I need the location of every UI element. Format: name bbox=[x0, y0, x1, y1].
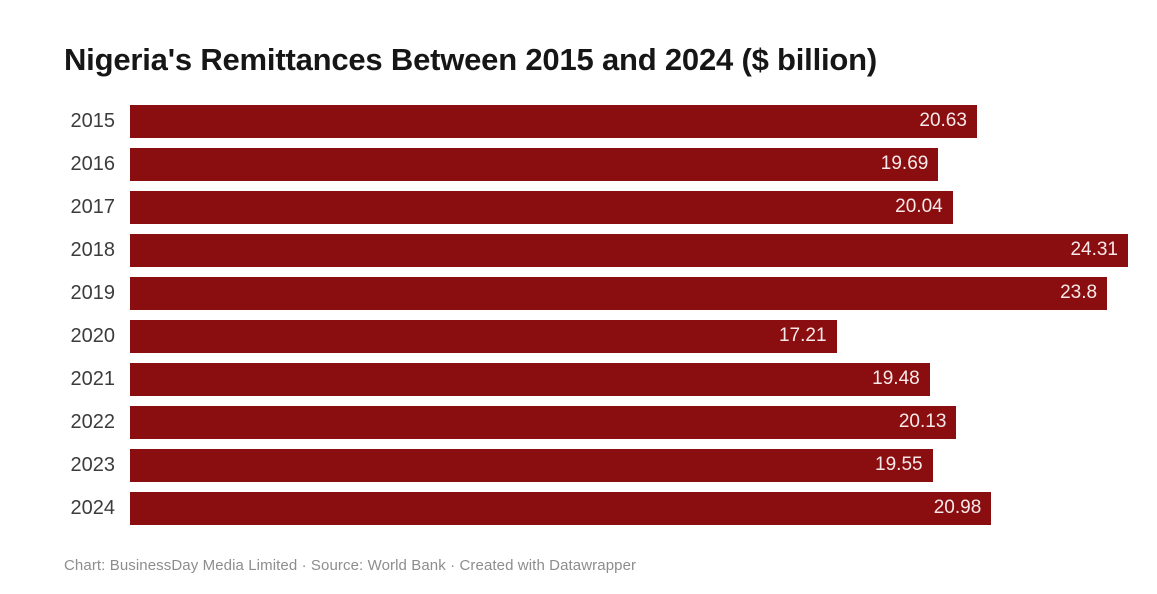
bar-row: 2019 23.8 bbox=[64, 272, 1128, 315]
bar-track: 20.63 bbox=[130, 104, 1128, 138]
bar: 19.69 bbox=[130, 147, 939, 181]
bar-row: 2020 17.21 bbox=[64, 315, 1128, 358]
year-label: 2021 bbox=[70, 367, 116, 390]
bar-track: 19.48 bbox=[130, 362, 1128, 396]
bar-value-label: 20.04 bbox=[895, 196, 943, 218]
bar-row: 2021 19.48 bbox=[64, 358, 1128, 401]
bar: 20.04 bbox=[130, 190, 953, 224]
bar: 20.63 bbox=[130, 104, 977, 138]
bar-chart: 2015 20.63 2016 19.69 2017 20.04 2018 24.31 2019… bbox=[64, 100, 1128, 530]
year-label: 2024 bbox=[70, 496, 116, 519]
bar-row: 2017 20.04 bbox=[64, 186, 1128, 229]
bar-value-label: 19.48 bbox=[872, 368, 920, 390]
bar-row: 2016 19.69 bbox=[64, 143, 1128, 186]
bar: 20.98 bbox=[130, 491, 992, 525]
bar: 19.55 bbox=[130, 448, 933, 482]
year-label: 2019 bbox=[70, 281, 116, 304]
bar: 24.31 bbox=[130, 233, 1128, 267]
bar-value-label: 20.13 bbox=[898, 411, 947, 433]
bar-value-label: 19.55 bbox=[875, 454, 923, 476]
bar-track: 24.31 bbox=[130, 233, 1128, 267]
bar-value-label: 20.63 bbox=[919, 110, 967, 132]
bar: 20.13 bbox=[130, 405, 957, 439]
year-label: 2022 bbox=[70, 410, 116, 433]
bar-track: 23.8 bbox=[130, 276, 1128, 310]
year-label: 2017 bbox=[70, 195, 116, 218]
bar-track: 20.98 bbox=[130, 491, 1128, 525]
bar: 17.21 bbox=[130, 319, 837, 353]
bar-track: 20.13 bbox=[130, 405, 1128, 439]
chart-attribution: Chart: BusinessDay Media Limited · Sourc… bbox=[64, 556, 637, 574]
bar: 23.8 bbox=[130, 276, 1108, 310]
bar-value-label: 17.21 bbox=[778, 325, 827, 347]
bar-track: 17.21 bbox=[130, 319, 1128, 353]
bar: 19.48 bbox=[130, 362, 930, 396]
year-label: 2023 bbox=[70, 453, 116, 476]
bar-value-label: 23.8 bbox=[1060, 282, 1098, 304]
bar-row: 2022 20.13 bbox=[64, 401, 1128, 444]
year-label: 2020 bbox=[70, 324, 116, 347]
bar-row: 2015 20.63 bbox=[64, 100, 1128, 143]
bar-value-label: 19.69 bbox=[880, 153, 929, 175]
bar-track: 19.55 bbox=[130, 448, 1128, 482]
chart-title: Nigeria's Remittances Between 2015 and 2… bbox=[64, 42, 878, 77]
bar-value-label: 24.31 bbox=[1070, 239, 1118, 261]
bar-row: 2023 19.55 bbox=[64, 444, 1128, 487]
bar-value-label: 20.98 bbox=[933, 497, 982, 519]
bar-row: 2024 20.98 bbox=[64, 487, 1128, 530]
year-label: 2016 bbox=[70, 152, 116, 175]
bar-track: 20.04 bbox=[130, 190, 1128, 224]
year-label: 2015 bbox=[70, 109, 116, 132]
bar-row: 2018 24.31 bbox=[64, 229, 1128, 272]
year-label: 2018 bbox=[70, 238, 116, 261]
bar-track: 19.69 bbox=[130, 147, 1128, 181]
